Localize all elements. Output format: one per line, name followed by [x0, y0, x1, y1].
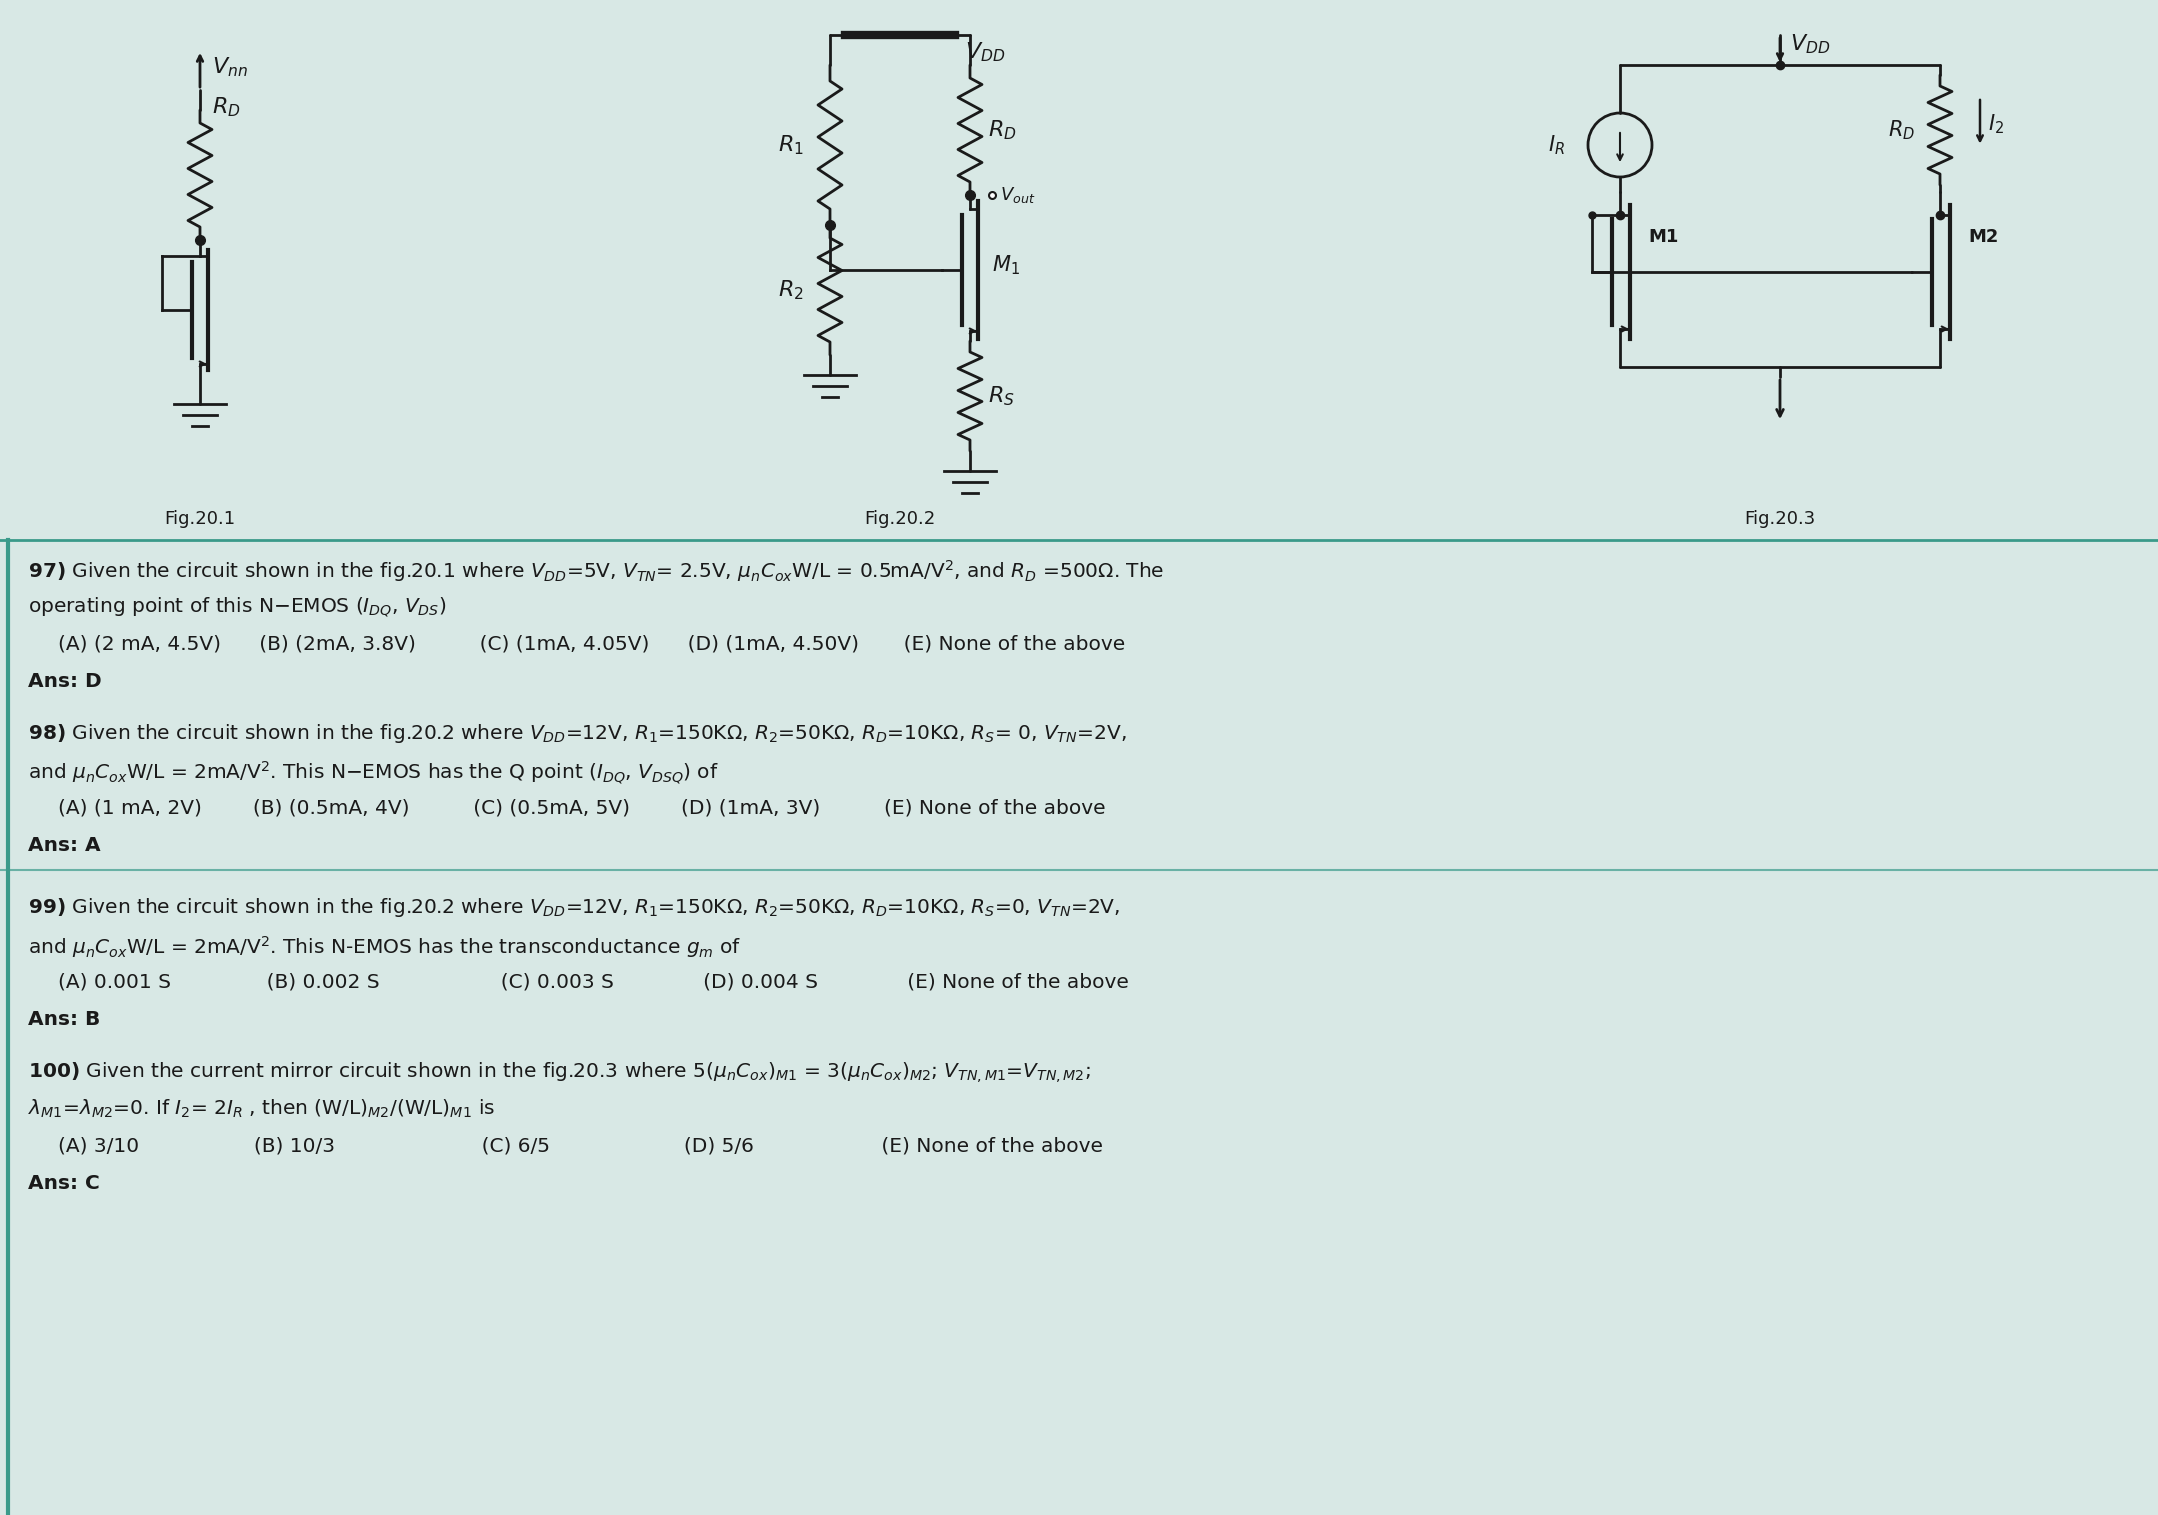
Text: Ans: D: Ans: D	[28, 673, 101, 691]
Text: $R_1$: $R_1$	[779, 133, 803, 156]
Text: M1: M1	[1649, 227, 1679, 245]
Text: $R_D$: $R_D$	[1888, 118, 1914, 142]
Text: Fig.20.1: Fig.20.1	[164, 511, 235, 529]
Text: Ans: B: Ans: B	[28, 1011, 99, 1029]
Text: Ans: C: Ans: C	[28, 1174, 99, 1192]
Text: $I_R$: $I_R$	[1547, 133, 1565, 156]
Text: $R_D$: $R_D$	[988, 118, 1016, 142]
Text: $\bf{99)}$ Given the circuit shown in the fig.20.2 where $V_{DD}$=12V, $R_1$=150: $\bf{99)}$ Given the circuit shown in th…	[28, 895, 1120, 920]
Text: $V_{out}$: $V_{out}$	[999, 185, 1036, 205]
Text: $\bf{97)}$ Given the circuit shown in the fig.20.1 where $V_{DD}$=5V, $V_{TN}$= : $\bf{97)}$ Given the circuit shown in th…	[28, 558, 1165, 583]
Text: Fig.20.3: Fig.20.3	[1744, 511, 1815, 529]
Text: $\bf{100)}$ Given the current mirror circuit shown in the fig.20.3 where 5($\mu_: $\bf{100)}$ Given the current mirror cir…	[28, 1060, 1092, 1085]
Text: $R_2$: $R_2$	[779, 279, 803, 301]
Text: $V_{nn}$: $V_{nn}$	[211, 55, 248, 79]
Text: M2: M2	[1968, 227, 1998, 245]
Text: operating point of this N$-$EMOS ($I_{DQ}$, $V_{DS}$): operating point of this N$-$EMOS ($I_{DQ…	[28, 595, 447, 620]
Text: (A) 3/10                  (B) 10/3                       (C) 6/5                : (A) 3/10 (B) 10/3 (C) 6/5	[58, 1136, 1103, 1154]
Text: $\lambda_{M1}$=$\lambda_{M2}$=0. If $I_2$= 2$I_R$ , then (W/L)$_{M2}$/(W/L)$_{M1: $\lambda_{M1}$=$\lambda_{M2}$=0. If $I_2…	[28, 1098, 494, 1120]
Text: and $\mu_nC_{ox}$W/L = 2mA/V$^2$. This N$-$EMOS has the Q point ($I_{DQ}$, $V_{D: and $\mu_nC_{ox}$W/L = 2mA/V$^2$. This N…	[28, 761, 719, 786]
Text: (A) (1 mA, 2V)        (B) (0.5mA, 4V)          (C) (0.5mA, 5V)        (D) (1mA, : (A) (1 mA, 2V) (B) (0.5mA, 4V) (C) (0.5m…	[58, 798, 1105, 817]
Text: $R_S$: $R_S$	[988, 385, 1014, 408]
Text: $\bf{98)}$ Given the circuit shown in the fig.20.2 where $V_{DD}$=12V, $R_1$=150: $\bf{98)}$ Given the circuit shown in th…	[28, 723, 1126, 745]
Text: (A) 0.001 S               (B) 0.002 S                   (C) 0.003 S             : (A) 0.001 S (B) 0.002 S (C) 0.003 S	[58, 973, 1129, 991]
Text: (A) (2 mA, 4.5V)      (B) (2mA, 3.8V)          (C) (1mA, 4.05V)      (D) (1mA, 4: (A) (2 mA, 4.5V) (B) (2mA, 3.8V) (C) (1m…	[58, 633, 1124, 653]
Text: $R_D$: $R_D$	[211, 95, 242, 118]
Text: $I_2$: $I_2$	[1988, 112, 2005, 136]
Text: $M_1$: $M_1$	[993, 253, 1021, 277]
Text: $V_{DD}$: $V_{DD}$	[1789, 32, 1830, 56]
Text: Ans: A: Ans: A	[28, 836, 101, 854]
Text: $V_{DD}$: $V_{DD}$	[965, 39, 1006, 64]
Text: and $\mu_nC_{ox}$W/L = 2mA/V$^2$. This N-EMOS has the transconductance $g_m$ of: and $\mu_nC_{ox}$W/L = 2mA/V$^2$. This N…	[28, 935, 742, 961]
Text: Fig.20.2: Fig.20.2	[865, 511, 937, 529]
